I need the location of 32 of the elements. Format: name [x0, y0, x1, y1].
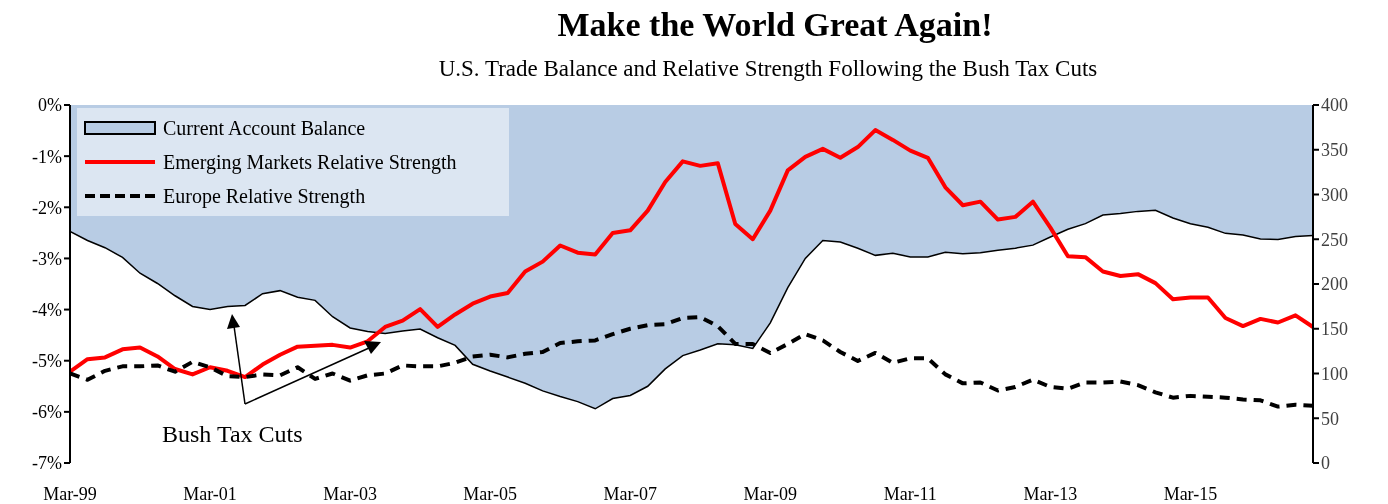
y-tick-label: -3%: [32, 248, 62, 269]
y2-tick-label: 150: [1321, 319, 1348, 340]
y2-tick-label: 200: [1321, 274, 1348, 295]
x-tick-label: Mar-15: [1163, 483, 1218, 504]
y2-tick-label: 350: [1321, 140, 1348, 161]
y2-tick-label: 250: [1321, 229, 1348, 250]
x-tick-label: Mar-11: [883, 483, 937, 504]
y-tick-label: -4%: [32, 299, 62, 320]
x-tick-label: Mar-99: [43, 483, 97, 504]
x-tick-label: Mar-13: [1023, 483, 1078, 504]
x-tick-label: Mar-09: [743, 483, 798, 504]
y-tick-label: -5%: [32, 351, 62, 372]
y2-tick-label: 400: [1321, 95, 1348, 116]
y-tick-label: -7%: [32, 453, 62, 474]
legend-label: Emerging Markets Relative Strength: [163, 150, 457, 174]
y2-tick-label: 50: [1321, 408, 1339, 429]
chart-title: Make the World Great Again!: [556, 6, 994, 44]
y-tick-label: -6%: [32, 402, 62, 423]
y-tick-label: -1%: [32, 146, 62, 167]
x-tick-label: Mar-01: [183, 483, 237, 504]
y2-tick-label: 300: [1321, 184, 1348, 205]
y-tick-label: -2%: [32, 197, 62, 218]
series-label: Current Account Balance: [163, 116, 366, 140]
y2-tick-label: 100: [1321, 363, 1348, 384]
y2-tick-label: 0: [1321, 453, 1330, 474]
x-tick-label: Mar-05: [463, 483, 517, 504]
x-tick-label: Mar-07: [603, 483, 658, 504]
legend-label: Europe Relative Strength: [163, 184, 366, 208]
x-tick-label: Mar-03: [323, 483, 377, 504]
chart-subtitle: U.S. Trade Balance and Relative Strength Following the Bush Tax Cuts: [437, 56, 1099, 82]
annotation: Bush Tax Cuts: [162, 421, 303, 448]
y-tick-label: 0%: [38, 95, 62, 116]
